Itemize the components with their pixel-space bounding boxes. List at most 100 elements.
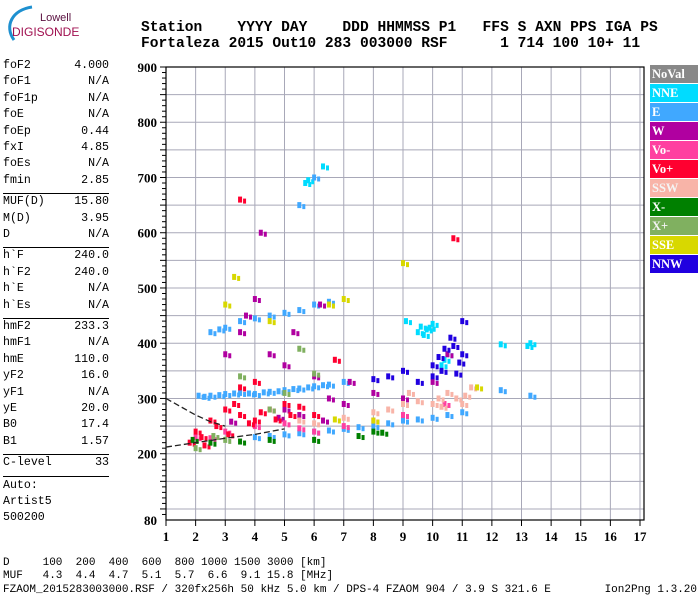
echo-point-e <box>465 411 469 417</box>
auto-scaling-info: Artist5 <box>3 495 52 508</box>
echo-point-e <box>282 431 287 438</box>
echo-point-nnw <box>460 318 465 325</box>
x-tick-label: 7 <box>341 529 348 544</box>
echo-point-ssw <box>454 395 459 402</box>
echo-point-nne <box>498 341 503 348</box>
param-value: N/A <box>88 228 109 241</box>
echo-point-nne <box>321 163 326 170</box>
echo-point-x+ <box>193 445 198 452</box>
legend-item-e: E <box>650 103 698 121</box>
echo-point-w <box>272 353 276 359</box>
echo-point-e <box>228 326 232 332</box>
echo-point-x- <box>356 433 361 440</box>
param-label: foEp <box>3 124 31 138</box>
echo-point-vo+ <box>297 403 302 410</box>
echo-point-w <box>287 408 291 414</box>
echo-point-w <box>263 231 267 237</box>
echo-point-vo+ <box>257 380 261 386</box>
echo-point-vo- <box>208 435 213 442</box>
echo-point-vo+ <box>273 416 278 423</box>
echo-point-nne <box>426 333 430 339</box>
echo-point-vo- <box>401 412 405 419</box>
echo-point-vo+ <box>263 411 267 417</box>
x-tick-label: 15 <box>574 529 588 544</box>
echo-point-w <box>282 362 287 369</box>
echo-point-e <box>306 384 311 391</box>
echo-point-w <box>252 296 257 303</box>
echo-point-w <box>326 419 330 425</box>
echo-point-vo+ <box>208 417 213 424</box>
param-value: N/A <box>88 75 109 89</box>
echo-point-e <box>415 416 420 423</box>
echo-point-x+ <box>287 391 291 397</box>
echo-point-vo- <box>223 428 228 435</box>
echo-point-vo+ <box>219 425 223 431</box>
param-row: B1 1.57 <box>3 435 109 451</box>
echo-point-e <box>297 385 302 392</box>
echo-point-e <box>257 393 261 399</box>
echo-point-vo- <box>302 427 306 433</box>
section-divider <box>3 247 109 249</box>
param-row: foF1 N/A <box>3 75 109 91</box>
param-value: 15.80 <box>74 195 109 209</box>
echo-point-e <box>302 387 306 393</box>
echo-point-nnw <box>391 375 395 381</box>
echo-point-ssw <box>469 384 474 391</box>
param-label: h`E <box>3 282 24 296</box>
echo-point-x+ <box>238 373 243 380</box>
param-label: D <box>3 228 10 241</box>
echo-point-e <box>317 176 321 182</box>
logo-arc-icon <box>8 5 33 41</box>
echo-point-vo+ <box>302 405 306 411</box>
y-tick-label: 200 <box>138 447 158 462</box>
echo-point-vo+ <box>312 412 317 419</box>
echo-point-w <box>346 402 350 408</box>
y-tick-label: 900 <box>138 60 158 75</box>
echo-point-vo+ <box>243 414 247 420</box>
echo-point-vo+ <box>243 198 247 204</box>
echo-point-ssw <box>406 389 411 396</box>
echo-point-sse <box>232 273 237 280</box>
echo-point-w <box>229 418 234 425</box>
echo-point-nne <box>326 165 330 171</box>
echo-point-nne <box>447 358 451 364</box>
echo-point-nnw <box>441 356 445 362</box>
echo-point-w <box>257 298 261 304</box>
echo-point-e <box>361 426 365 432</box>
echo-point-ssw <box>312 420 317 427</box>
echo-point-vo+ <box>293 414 297 420</box>
x-tick-label: 1 <box>163 529 170 544</box>
y-tick-label: 700 <box>138 170 158 185</box>
param-value: N/A <box>88 91 109 105</box>
x-tick-label: 9 <box>400 529 407 544</box>
echo-point-nnw <box>442 345 447 352</box>
echo-point-nne <box>421 331 426 338</box>
param-row: foF2 4.000 <box>3 59 109 75</box>
echo-point-nnw <box>435 375 439 381</box>
x-tick-label: 4 <box>252 529 259 544</box>
echo-point-nne <box>435 322 439 328</box>
echo-point-ssw <box>460 400 465 407</box>
version-label: Ion2Png 1.3.20 <box>604 584 697 596</box>
echo-point-nnw <box>465 353 469 359</box>
echo-point-e <box>435 416 439 422</box>
echo-point-e <box>223 324 228 331</box>
echo-point-nnw <box>447 347 451 353</box>
echo-point-nnw <box>465 320 469 326</box>
echo-point-nne <box>530 344 534 350</box>
x-tick-label: 14 <box>545 529 559 544</box>
echo-point-vo- <box>193 434 198 441</box>
param-label: foF2 <box>3 59 31 72</box>
param-value: 0.44 <box>81 124 109 138</box>
echo-point-nne <box>303 180 308 187</box>
echo-point-nnw <box>457 359 462 366</box>
echo-point-e <box>208 329 213 336</box>
echo-point-ssw <box>444 405 448 411</box>
echo-point-e <box>272 390 276 396</box>
echo-point-x+ <box>282 389 287 396</box>
echo-point-nnw <box>439 367 444 374</box>
echo-point-vo- <box>297 425 302 432</box>
param-row: foEs N/A <box>3 157 109 173</box>
echo-point-vo+ <box>207 444 211 450</box>
echo-point-vo+ <box>238 412 243 419</box>
